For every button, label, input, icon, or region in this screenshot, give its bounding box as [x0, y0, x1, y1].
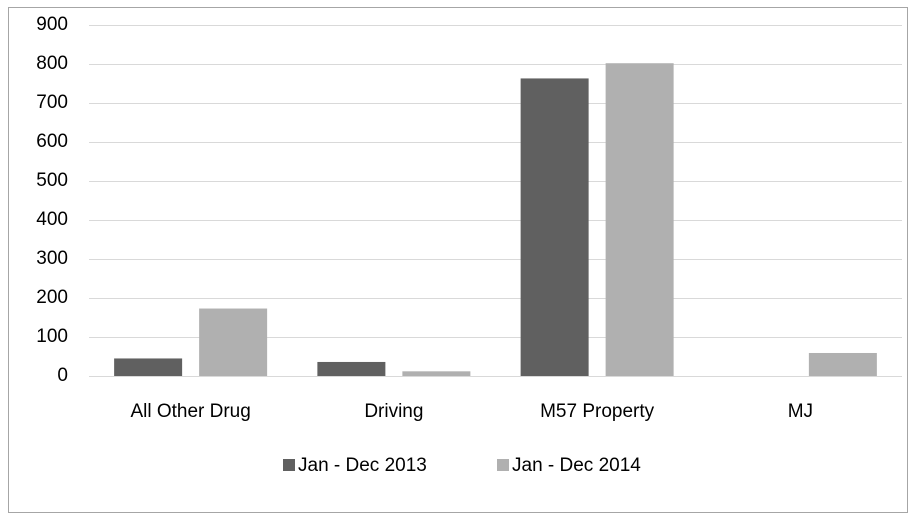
y-tick-label: 700 — [36, 92, 68, 113]
y-tick-label: 100 — [36, 326, 68, 347]
bar — [520, 78, 589, 377]
x-tick-label: All Other Drug — [130, 401, 250, 422]
legend-label: Jan - Dec 2013 — [298, 455, 427, 476]
y-tick-label: 600 — [36, 131, 68, 152]
bar — [114, 358, 183, 376]
bar — [402, 371, 471, 376]
y-tick-label: 500 — [36, 170, 68, 191]
y-tick-label: 200 — [36, 287, 68, 308]
x-tick-label: Driving — [364, 401, 423, 422]
x-tick-label: M57 Property — [540, 401, 655, 422]
bar — [605, 63, 674, 376]
x-tick-label: MJ — [788, 401, 813, 422]
y-tick-label: 400 — [36, 209, 68, 230]
bar — [317, 361, 386, 376]
legend-swatch — [497, 459, 509, 471]
legend-swatch — [283, 459, 295, 471]
y-tick-label: 300 — [36, 248, 68, 269]
y-tick-label: 800 — [36, 53, 68, 74]
bar — [199, 308, 268, 376]
bar — [808, 352, 877, 376]
legend-label: Jan - Dec 2014 — [512, 455, 641, 476]
y-tick-label: 0 — [57, 365, 68, 386]
y-tick-label: 900 — [36, 14, 68, 35]
